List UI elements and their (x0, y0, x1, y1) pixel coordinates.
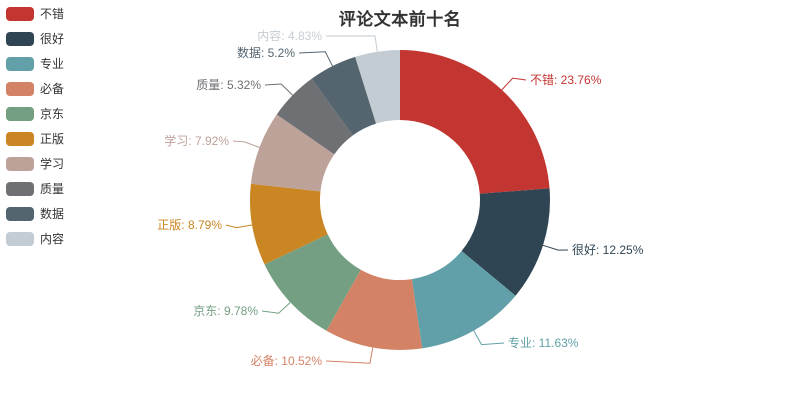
legend-swatch-5 (6, 132, 34, 146)
slice-label-4: 京东: 9.78% (193, 304, 258, 318)
chart-title: 评论文本前十名 (338, 10, 462, 29)
legend-item-7[interactable]: 质量 (6, 182, 64, 196)
slice-label-5: 正版: 8.79% (157, 218, 222, 232)
pie-slice-7[interactable] (276, 78, 353, 155)
legend-swatch-4 (6, 107, 34, 121)
pie-slice-3[interactable] (326, 269, 423, 350)
legend-swatch-8 (6, 207, 34, 221)
legend-label-3: 必备 (40, 82, 65, 96)
label-leader-line-0 (501, 77, 527, 91)
legend-label-7: 质量 (40, 182, 65, 196)
legend-swatch-0 (6, 7, 34, 21)
legend-swatch-6 (6, 157, 34, 171)
pie-slice-5[interactable] (250, 183, 328, 265)
slice-label-1: 很好: 12.25% (572, 243, 644, 257)
slice-label-7: 质量: 5.32% (196, 78, 261, 92)
slice-label-6: 学习: 7.92% (164, 133, 229, 148)
pie-slice-0[interactable] (400, 50, 550, 194)
label-leader-line-1 (542, 244, 569, 251)
label-leader-line-2 (473, 330, 505, 346)
legend-label-6: 学习 (40, 157, 65, 171)
legend-item-3[interactable]: 必备 (6, 82, 64, 96)
legend-swatch-2 (6, 57, 34, 71)
label-leader-line-7 (264, 83, 294, 96)
slice-label-0: 不错: 23.76% (530, 73, 602, 87)
pie-slice-9[interactable] (355, 50, 400, 124)
legend-label-4: 京东 (40, 107, 65, 121)
pie-slice-6[interactable] (250, 114, 335, 192)
legend-item-9[interactable]: 内容 (6, 232, 64, 246)
legend-swatch-7 (6, 182, 34, 196)
legend: 不错很好专业必备京东正版学习质量数据内容 (6, 7, 64, 246)
legend-label-9: 内容 (40, 232, 65, 246)
legend-item-0[interactable]: 不错 (6, 7, 64, 21)
legend-label-0: 不错 (40, 7, 65, 21)
legend-item-8[interactable]: 数据 (6, 207, 64, 221)
pie-slice-4[interactable] (264, 234, 361, 331)
legend-label-2: 专业 (40, 57, 65, 71)
legend-swatch-9 (6, 232, 34, 246)
legend-label-5: 正版 (40, 132, 65, 146)
label-leader-line-6 (232, 140, 260, 148)
pie-slice-1[interactable] (461, 188, 550, 296)
label-leader-line-4 (261, 301, 291, 314)
label-leader-line-9 (325, 35, 378, 52)
slice-label-3: 必备: 10.52% (251, 354, 323, 368)
slice-label-8: 数据: 5.2% (237, 45, 295, 60)
label-leader-line-3 (325, 347, 374, 364)
legend-label-8: 数据 (40, 207, 65, 221)
label-leader-line-8 (298, 51, 333, 67)
pie-slice-2[interactable] (411, 251, 516, 349)
legend-label-1: 很好 (40, 32, 65, 46)
slice-label-9: 内容: 4.83% (257, 28, 322, 43)
legend-item-5[interactable]: 正版 (6, 132, 64, 146)
label-leader-line-5 (225, 224, 253, 229)
legend-swatch-1 (6, 32, 34, 46)
slice-label-2: 专业: 11.63% (508, 335, 579, 350)
legend-item-6[interactable]: 学习 (6, 157, 64, 171)
legend-item-2[interactable]: 专业 (6, 57, 64, 71)
legend-swatch-3 (6, 82, 34, 96)
legend-item-4[interactable]: 京东 (6, 107, 64, 121)
pie-slice-8[interactable] (311, 56, 377, 136)
legend-item-1[interactable]: 很好 (6, 32, 64, 46)
